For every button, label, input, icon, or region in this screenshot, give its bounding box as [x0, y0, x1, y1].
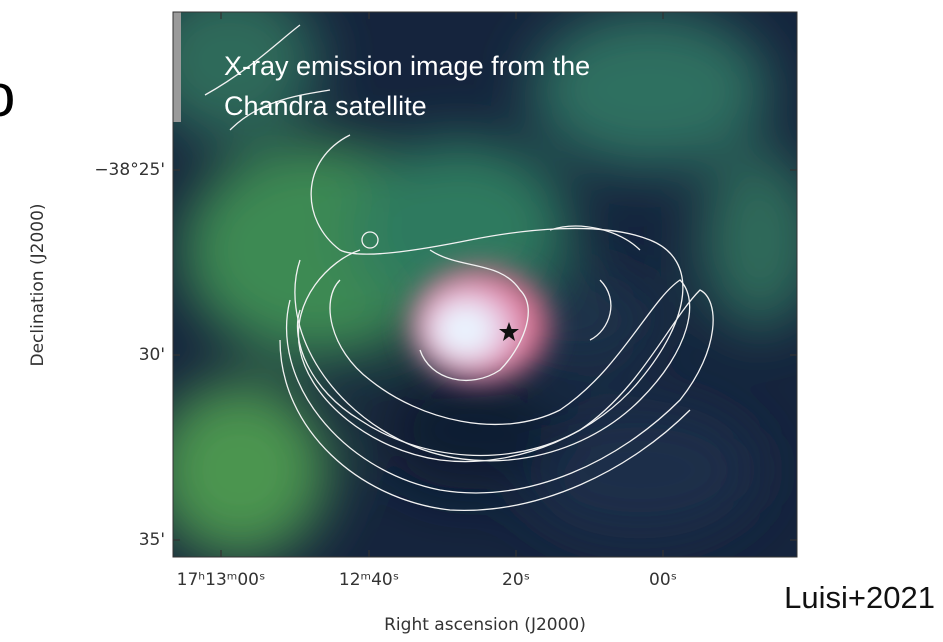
- y-tick-label: 30': [139, 345, 165, 365]
- x-tick-label: 00ˢ: [649, 570, 677, 590]
- xray-image: [140, 0, 820, 560]
- y-axis-title: Declination (J2000): [28, 203, 48, 366]
- slide: o X-ray emission image from the Chandra …: [0, 0, 943, 642]
- y-tick-label: 35': [139, 530, 165, 550]
- caption-line: Chandra satellite: [224, 91, 427, 121]
- x-tick-label: 17ʰ13ᵐ00ˢ: [177, 570, 266, 590]
- caption-line: X-ray emission image from the: [224, 51, 590, 81]
- x-axis-title: Right ascension (J2000): [384, 615, 586, 635]
- x-tick-label: 20ˢ: [502, 570, 530, 590]
- y-tick-label: −38°25': [94, 160, 165, 180]
- fragment-text: o: [0, 62, 15, 129]
- figure: o X-ray emission image from the Chandra …: [0, 0, 943, 642]
- x-tick-label: 12ᵐ40ˢ: [339, 570, 399, 590]
- credit: Luisi+2021: [784, 580, 935, 615]
